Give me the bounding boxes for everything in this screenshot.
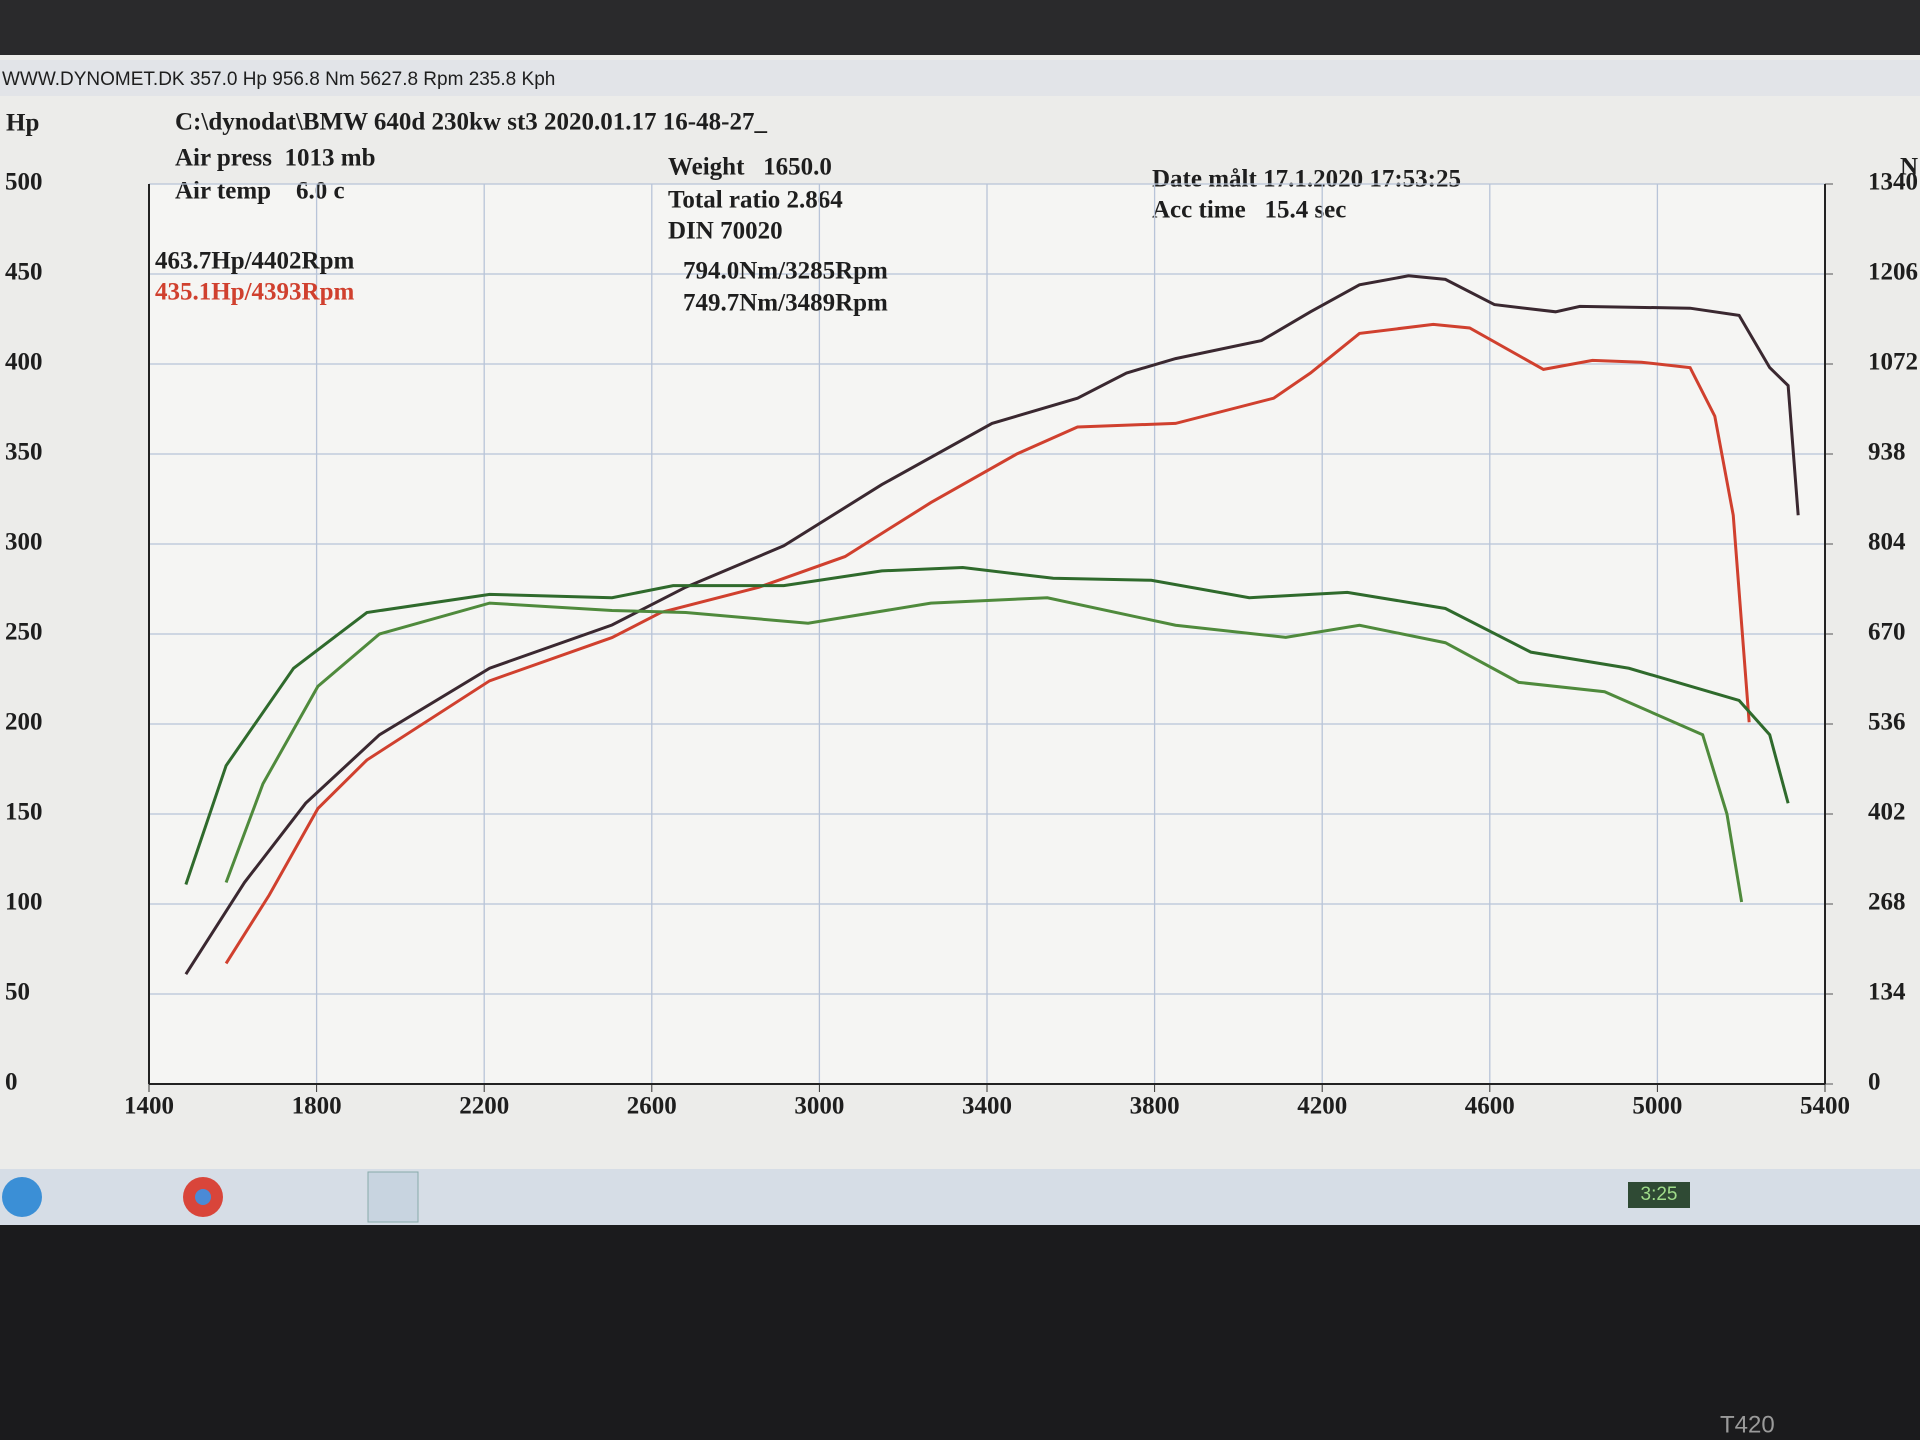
legend-entry: 463.7Hp/4402Rpm	[155, 248, 355, 275]
y-tick-label: 200	[5, 709, 43, 736]
x-tick-label: 3800	[1130, 1093, 1180, 1120]
y-tick-label: 50	[5, 979, 30, 1006]
y2-tick-label: 1072	[1868, 349, 1918, 376]
y2-tick-label: 1206	[1868, 259, 1918, 286]
x-tick-label: 4600	[1465, 1093, 1515, 1120]
y-tick-label: 450	[5, 259, 43, 286]
y2-tick-label: 0	[1868, 1069, 1881, 1096]
y-tick-label: 350	[5, 439, 43, 466]
y2-axis-label: N	[1900, 154, 1918, 181]
x-tick-label: 2200	[459, 1093, 509, 1120]
info: Weight 1650.0	[668, 154, 832, 181]
curve	[224, 322, 1751, 965]
info: Total ratio 2.864	[668, 187, 843, 214]
x-tick-label: 2600	[627, 1093, 677, 1120]
legend-entry: 435.1Hp/4393Rpm	[155, 279, 355, 306]
info: Date målt 17.1.2020 17:53:25	[1152, 166, 1461, 193]
y-tick-label: 300	[5, 529, 43, 556]
x-tick-label: 3400	[962, 1093, 1012, 1120]
y2-tick-label: 536	[1868, 709, 1906, 736]
y-tick-label: 100	[5, 889, 43, 916]
y-axis-label: Hp	[6, 110, 39, 137]
info: Air temp 6.0 c	[175, 178, 345, 205]
x-tick-label: 1400	[124, 1093, 174, 1120]
clock: 3:25	[1641, 1184, 1678, 1205]
curve	[184, 274, 1800, 976]
window-title: WWW.DYNOMET.DK 357.0 Hp 956.8 Nm 5627.8 …	[2, 69, 555, 90]
x-tick-label: 5000	[1632, 1093, 1682, 1120]
taskbar	[0, 1169, 1920, 1225]
x-tick-label: 5400	[1800, 1093, 1850, 1120]
y-tick-label: 0	[5, 1069, 18, 1096]
start-button[interactable]	[2, 1177, 42, 1217]
chart-title: C:\dynodat\BMW 640d 230kw st3 2020.01.17…	[175, 109, 767, 136]
y-tick-label: 150	[5, 799, 43, 826]
y2-tick-label: 1340	[1868, 169, 1918, 196]
info: Acc time 15.4 sec	[1152, 197, 1346, 224]
battery	[1628, 1182, 1690, 1208]
curve	[224, 596, 1744, 903]
grid: 0501001502002503003504004505000134268402…	[5, 169, 1918, 1120]
legend-entry: 749.7Nm/3489Rpm	[683, 290, 888, 317]
x-tick-label: 4200	[1297, 1093, 1347, 1120]
x-tick-label: 3000	[794, 1093, 844, 1120]
title-bar	[0, 60, 1920, 96]
y2-tick-label: 804	[1868, 529, 1906, 556]
curves: 463.7Hp/4402Rpm 435.1Hp/4393Rpm 794.0Nm/32…	[155, 248, 1800, 976]
dyno-app-icon[interactable]	[367, 1171, 419, 1223]
y2-tick-label: 268	[1868, 889, 1906, 916]
info: DIN 70020	[668, 218, 783, 245]
y2-tick-label: 402	[1868, 799, 1906, 826]
y-tick-label: 500	[5, 169, 43, 196]
bezel-label: T420	[1720, 1411, 1775, 1438]
y-tick-label: 400	[5, 349, 43, 376]
browser-icon-center	[195, 1189, 211, 1205]
y2-tick-label: 134	[1868, 979, 1906, 1006]
y2-tick-label: 938	[1868, 439, 1906, 466]
y2-tick-label: 670	[1868, 619, 1906, 646]
legend-entry: 794.0Nm/3285Rpm	[683, 258, 888, 285]
top-bezel	[0, 0, 1920, 55]
x-tick-label: 1800	[292, 1093, 342, 1120]
y-tick-label: 250	[5, 619, 43, 646]
curve	[184, 566, 1790, 886]
info: Air press 1013 mb	[175, 145, 375, 172]
